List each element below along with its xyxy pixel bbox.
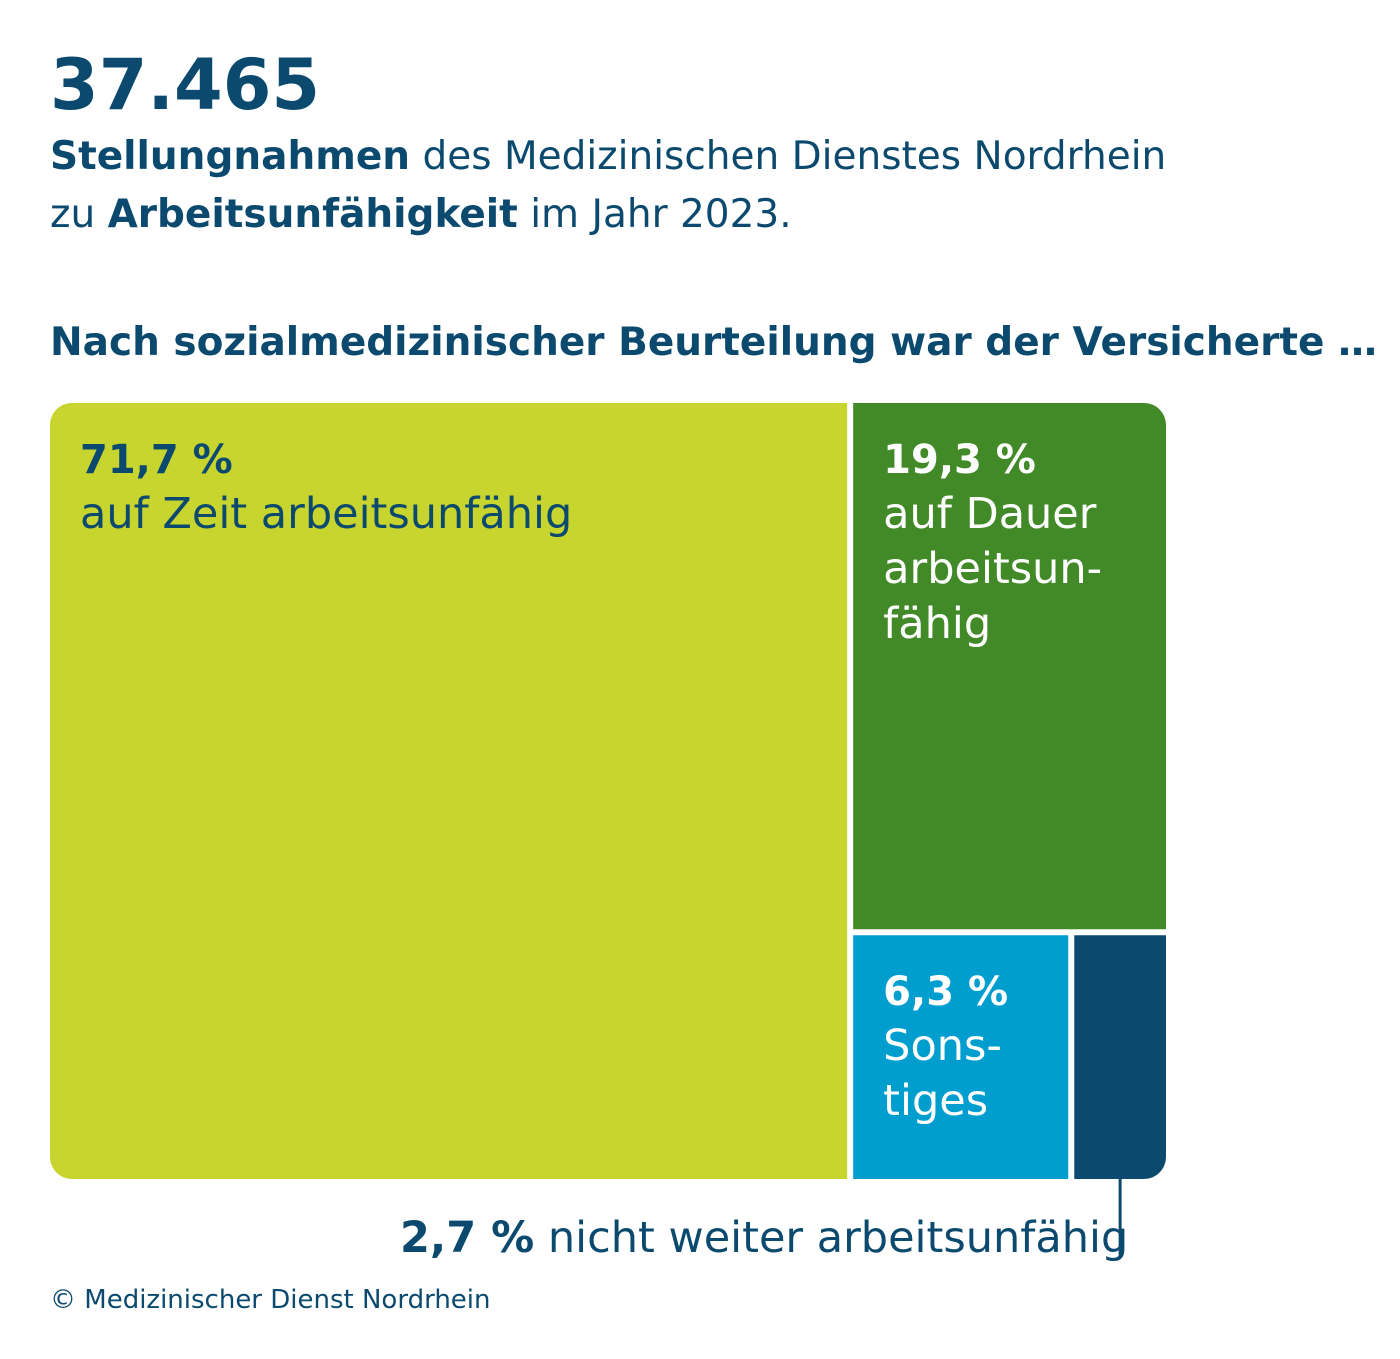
- segment-nicht-weiter-block: [1074, 935, 1166, 1179]
- chart-subtitle: Nach sozialmedizinischer Beurteilung war…: [50, 320, 1378, 365]
- external-label-2-7: 2,7 % nicht weiter arbeitsunfähig: [400, 1213, 1129, 1263]
- segment-sonstiges-block: [853, 935, 1069, 1179]
- segment-auf-dauer-label: auf Dauer: [883, 489, 1097, 539]
- segment-sonstiges-label: Sons-: [883, 1021, 1002, 1071]
- segment-auf-zeit-block: [50, 403, 848, 1179]
- segment-auf-zeit-value: 71,7 %: [80, 437, 233, 483]
- segment-sonstiges-value: 6,3 %: [883, 969, 1008, 1015]
- credit-line: © Medizinischer Dienst Nordrhein: [50, 1285, 491, 1315]
- intro-line-1: Stellungnahmen des Medizinischen Dienste…: [50, 134, 1167, 179]
- intro-line-2: zu Arbeitsunfähigkeit im Jahr 2023.: [50, 192, 792, 237]
- segment-auf-dauer-label: arbeitsun-: [883, 544, 1102, 594]
- segment-auf-dauer-label: fähig: [883, 599, 991, 649]
- total-count: 37.465: [50, 44, 321, 126]
- segment-sonstiges-label: tiges: [883, 1076, 988, 1126]
- intro-text: Stellungnahmen des Medizinischen Dienste…: [50, 128, 1166, 244]
- segment-auf-zeit-label: auf Zeit arbeitsunfähig: [80, 489, 572, 539]
- segment-auf-dauer-block: [853, 403, 1166, 930]
- segment-auf-dauer-value: 19,3 %: [883, 437, 1036, 483]
